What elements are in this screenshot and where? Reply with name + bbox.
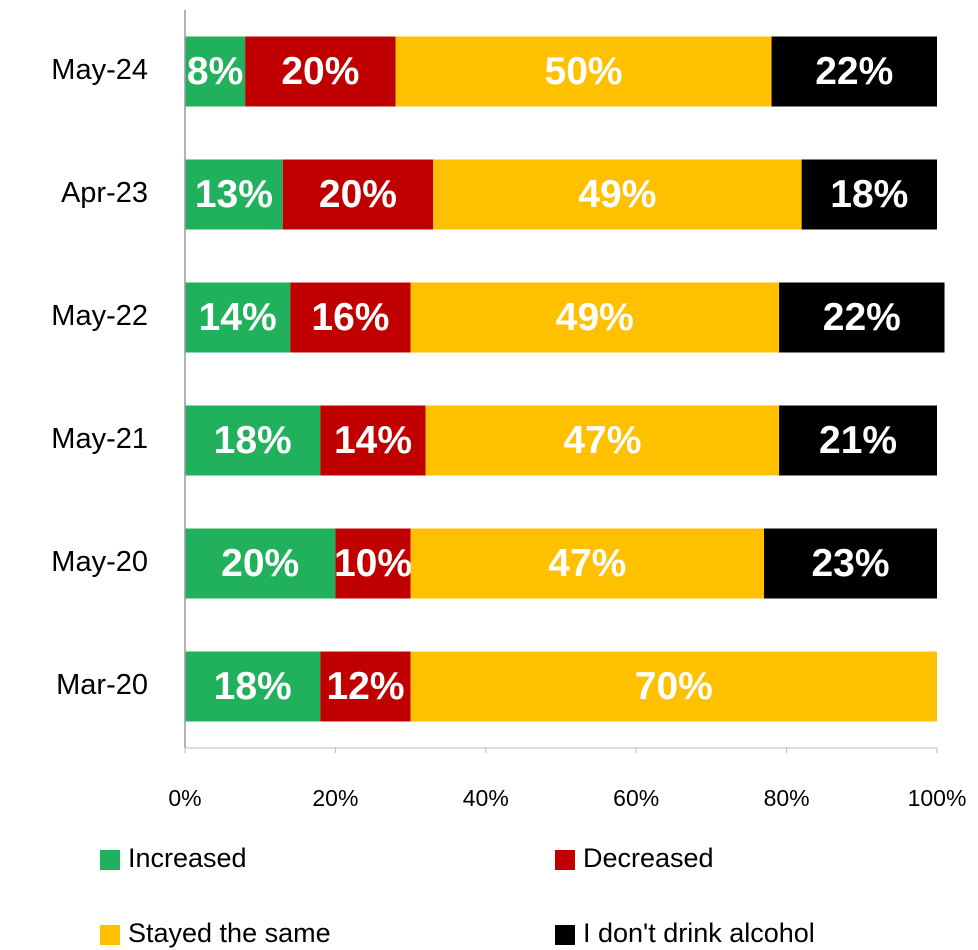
data-label: 22% [815,50,893,93]
category-label: May-24 [51,54,148,86]
data-label: 20% [281,50,359,93]
data-label: 47% [563,419,641,462]
data-label: 16% [311,296,389,339]
x-tick-label: 100% [908,785,967,811]
data-label: 23% [811,542,889,585]
category-label: May-20 [51,546,148,578]
bar-segment [320,405,426,476]
bar-segment [764,528,937,599]
data-label: 50% [545,50,623,93]
bar-segment [410,651,938,722]
bar-segment [410,282,780,353]
bar-segment [320,651,411,722]
bar-segment [801,159,937,230]
bar-segment [395,36,772,107]
data-label: 14% [334,419,412,462]
category-label: May-21 [51,423,148,455]
data-label: 12% [326,665,404,708]
x-tick-label: 40% [463,785,509,811]
data-label: 14% [199,296,277,339]
x-tick-label: 60% [613,785,659,811]
legend-label: I don't drink alcohol [583,918,815,948]
legend-swatch [100,850,120,870]
bar-segment [185,159,283,230]
data-label: 10% [334,542,412,585]
bar-segment [245,36,396,107]
category-label: May-22 [51,300,148,332]
bar-segment [185,36,246,107]
data-label: 49% [578,173,656,216]
bar-segment [282,159,434,230]
x-tick-label: 80% [764,785,810,811]
bar-segment [335,528,411,599]
x-tick-label: 20% [312,785,358,811]
bar-segment [779,282,945,353]
bar-segment [410,528,765,599]
category-label: Mar-20 [56,669,148,701]
data-label: 49% [556,296,634,339]
data-label: 22% [823,296,901,339]
data-label: 20% [221,542,299,585]
x-tick-label: 0% [168,785,201,811]
data-label: 18% [214,665,292,708]
legend-swatch [555,850,575,870]
bar-segment [771,36,937,107]
data-label: 20% [319,173,397,216]
category-label: Apr-23 [61,177,148,209]
bar-segment [185,528,336,599]
data-label: 18% [830,173,908,216]
bar-segment [185,405,321,476]
legend-swatch [100,925,120,945]
data-label: 13% [195,173,273,216]
legend-label: Increased [128,843,247,873]
bar-segment [433,159,802,230]
bar-segment [185,651,321,722]
legend-label: Stayed the same [128,918,331,948]
legend-swatch [555,925,575,945]
data-label: 8% [187,50,243,93]
bar-segment [425,405,780,476]
legend-label: Decreased [583,843,714,873]
data-label: 18% [214,419,292,462]
data-label: 70% [635,665,713,708]
bar-segment [290,282,411,353]
data-label: 47% [548,542,626,585]
data-label: 21% [819,419,897,462]
bar-segment [185,282,291,353]
bar-segment [779,405,937,476]
